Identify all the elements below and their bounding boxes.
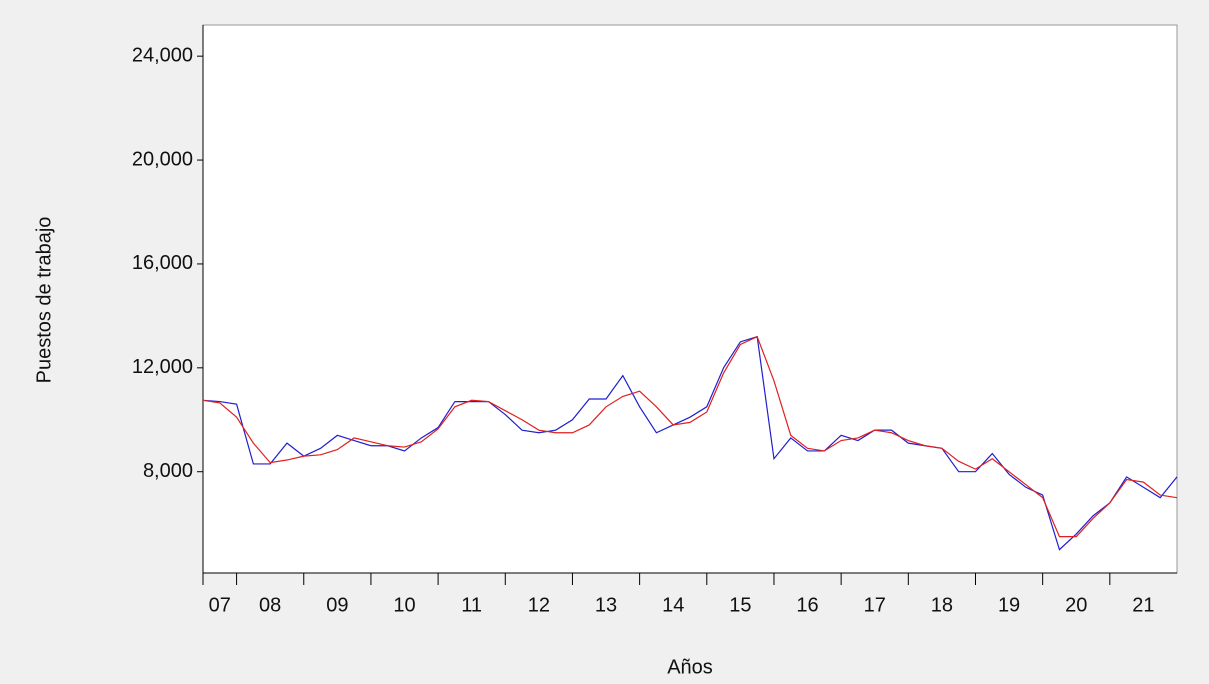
y-tick-label: 12,000 [132, 356, 193, 378]
x-tick-label: 09 [326, 594, 348, 616]
x-tick-label: 13 [595, 594, 617, 616]
y-tick-label: 20,000 [132, 148, 193, 170]
y-tick-label: 24,000 [132, 44, 193, 66]
x-tick-label: 17 [864, 594, 886, 616]
x-tick-label: 20 [1065, 594, 1087, 616]
y-tick-label: 16,000 [132, 252, 193, 274]
x-tick-label: 16 [796, 594, 818, 616]
y-tick-label: 8,000 [143, 460, 193, 482]
plot-area [202, 24, 1178, 574]
x-tick-label: 08 [259, 594, 281, 616]
x-axis-label: Años [667, 656, 713, 678]
y-axis-label: Puestos de trabajo [33, 217, 55, 384]
x-tick-label: 21 [1132, 594, 1154, 616]
x-tick-label: 11 [461, 594, 482, 616]
x-tick-label: 15 [729, 594, 751, 616]
x-tick-label: 12 [528, 594, 550, 616]
x-tick-label: 07 [209, 594, 231, 616]
line-series [202, 335, 1178, 538]
x-tick-label: 19 [998, 594, 1020, 616]
line-series [202, 335, 1178, 551]
x-tick-label: 14 [662, 594, 684, 616]
x-tick-label: 10 [393, 594, 415, 616]
x-tick-label: 18 [931, 594, 953, 616]
